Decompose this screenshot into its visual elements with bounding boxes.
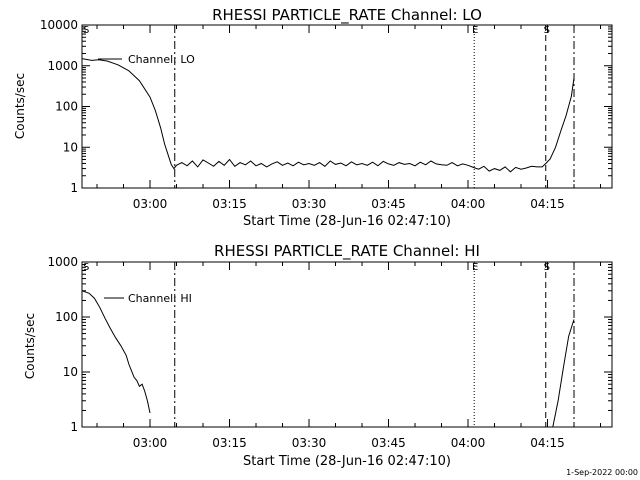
- lo-marker-label: S: [83, 25, 89, 36]
- lo-marker-label: E: [472, 25, 478, 36]
- hi-x-tick-label: 04:15: [530, 436, 565, 450]
- hi-x-tick-label: 03:00: [133, 436, 168, 450]
- hi-y-ticks: 1 10 100 1000: [47, 255, 612, 434]
- lo-y-tick-label: 1000: [47, 59, 78, 73]
- hi-x-tick-label: 04:00: [451, 436, 486, 450]
- lo-series: [81, 58, 575, 173]
- hi-x-tick-label: 03:15: [212, 436, 247, 450]
- lo-plot-frame: [81, 24, 613, 189]
- hi-legend: Channel: HI: [104, 292, 192, 305]
- lo-y-axis-label: Counts/sec: [13, 73, 27, 139]
- hi-marker-label: E: [472, 262, 478, 273]
- lo-x-tick-label: 04:15: [530, 197, 565, 211]
- date-stamp: 1-Sep-2022 00:00: [566, 468, 638, 477]
- lo-y-tick-label: 10000: [40, 18, 78, 32]
- hi-plot-frame: [81, 261, 613, 428]
- hi-series-line: [552, 319, 575, 428]
- hi-chart-title: RHESSI PARTICLE_RATE Channel: HI: [214, 242, 480, 261]
- hi-y-tick-label: 1: [70, 420, 78, 434]
- hi-chart: RHESSI PARTICLE_RATE Channel: HI Counts/…: [23, 242, 613, 469]
- lo-legend-label: Channel: LO: [128, 53, 195, 66]
- hi-x-ticks: 03:00 03:15 03:30 03:45 04:00 04:15: [96, 262, 602, 450]
- hi-x-axis-label: Start Time (28-Jun-16 02:47:10): [243, 454, 451, 469]
- hi-y-tick-label: 10: [63, 365, 78, 379]
- lo-y-tick-label: 1: [70, 181, 78, 195]
- lo-x-ticks: 03:00 03:15 03:30 03:45 04:00 04:15: [96, 25, 602, 211]
- lo-x-tick-label: 03:30: [292, 197, 327, 211]
- hi-series-line: [81, 290, 151, 414]
- hi-y-axis-label: Counts/sec: [23, 313, 37, 379]
- hi-marker-label: S: [544, 262, 550, 273]
- hi-y-tick-label: 1000: [47, 255, 78, 269]
- hi-legend-label: Channel: HI: [128, 292, 192, 305]
- hi-x-tick-label: 03:30: [292, 436, 327, 450]
- lo-x-tick-label: 03:15: [212, 197, 247, 211]
- lo-chart: RHESSI PARTICLE_RATE Channel: LO Counts/…: [13, 6, 613, 229]
- hi-y-tick-label: 100: [55, 310, 78, 324]
- lo-marker-label: S: [544, 25, 550, 36]
- lo-series-line: [81, 58, 575, 173]
- lo-y-tick-label: 10: [63, 140, 78, 154]
- lo-x-tick-label: 03:45: [371, 197, 406, 211]
- lo-chart-title: RHESSI PARTICLE_RATE Channel: LO: [212, 6, 482, 25]
- lo-x-tick-label: 04:00: [451, 197, 486, 211]
- lo-y-ticks: 1 10 100 1000 10000: [40, 18, 612, 195]
- lo-x-axis-label: Start Time (28-Jun-16 02:47:10): [243, 214, 451, 229]
- lo-legend: Channel: LO: [98, 53, 195, 66]
- hi-marker-label: S: [83, 262, 89, 273]
- lo-y-tick-label: 100: [55, 100, 78, 114]
- hi-x-tick-label: 03:45: [371, 436, 406, 450]
- lo-x-tick-label: 03:00: [133, 197, 168, 211]
- hi-series: [81, 290, 575, 428]
